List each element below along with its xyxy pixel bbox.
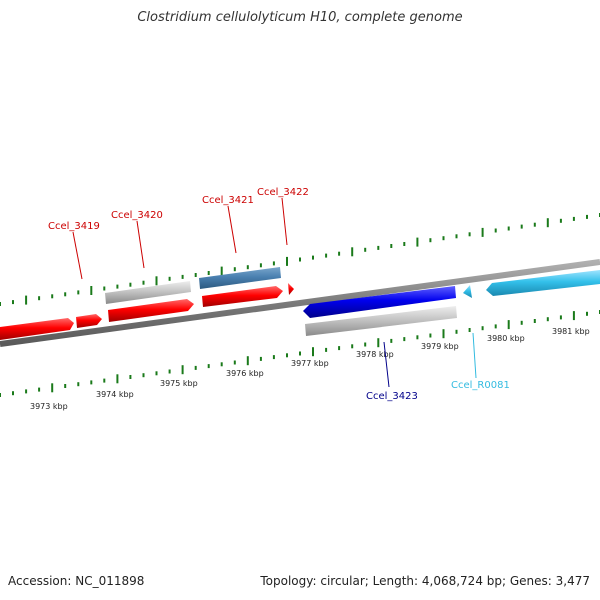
map-title: Clostridium cellulolyticum H10, complete… (137, 10, 463, 25)
gene-label-ccel-3421[interactable]: Ccel_3421 (202, 195, 254, 206)
gene-label-ccel-3420[interactable]: Ccel_3420 (111, 210, 163, 221)
kbp-label: 3977 kbp (291, 359, 329, 368)
leader-line (72, 231, 83, 280)
leader-line (383, 341, 390, 388)
genome-backbone (0, 259, 600, 347)
gene-arrow-ccel-3423[interactable] (303, 286, 456, 318)
kbp-label: 3978 kbp (356, 350, 394, 359)
accession-text: Accession: NC_011898 (8, 574, 145, 588)
kbp-label: 3981 kbp (552, 327, 590, 336)
gene-label-ccel-3422[interactable]: Ccel_3422 (257, 187, 309, 198)
gene-arrow-ccel-3421[interactable] (202, 286, 283, 307)
gene-arrow-ccel-3419[interactable] (76, 314, 102, 328)
kbp-label: 3980 kbp (487, 334, 525, 343)
kbp-label: 3976 kbp (226, 369, 264, 378)
gene-arrow-left-partial[interactable] (0, 318, 74, 340)
leader-line (281, 197, 288, 246)
feature-box-grey-lower[interactable] (305, 306, 457, 336)
feature-box-steel[interactable] (199, 267, 281, 289)
tick-row-lower (0, 310, 600, 397)
kbp-label: 3974 kbp (96, 390, 134, 399)
leader-line (227, 205, 237, 254)
gene-label-ccel-3423[interactable]: Ccel_3423 (366, 391, 418, 402)
leader-line (136, 220, 145, 269)
leader-line (472, 332, 477, 379)
gene-arrow-ccel-3420[interactable] (108, 299, 194, 322)
gene-arrow-ccel-r0081[interactable] (463, 285, 472, 298)
tick-row-upper (0, 213, 600, 306)
kbp-label: 3979 kbp (421, 342, 459, 351)
feature-box-grey-upper[interactable] (105, 281, 191, 304)
gene-label-ccel-3419[interactable]: Ccel_3419 (48, 221, 100, 232)
gene-arrow-right-partial[interactable] (486, 270, 600, 296)
genome-stats-text: Topology: circular; Length: 4,068,724 bp… (260, 574, 590, 588)
gene-label-ccel-r0081[interactable]: Ccel_R0081 (451, 380, 510, 391)
kbp-label: 3973 kbp (30, 402, 68, 411)
kbp-label: 3975 kbp (160, 379, 198, 388)
gene-arrow-ccel-3422[interactable] (288, 283, 294, 295)
